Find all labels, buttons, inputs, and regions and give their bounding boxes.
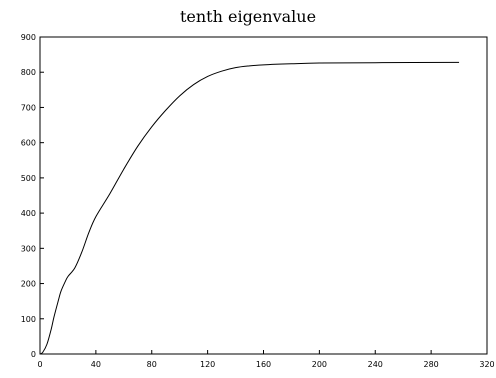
chart-title: tenth eigenvalue bbox=[179, 7, 317, 26]
x-tick-label: 320 bbox=[479, 360, 494, 369]
y-tick-label: 900 bbox=[21, 33, 36, 42]
x-tick-label: 160 bbox=[256, 360, 271, 369]
y-tick-label: 0 bbox=[31, 350, 36, 359]
x-axis: 0 40 80 120 160 200 240 280 320 bbox=[37, 350, 495, 369]
y-tick-label: 300 bbox=[21, 244, 36, 253]
x-tick-label: 80 bbox=[147, 360, 157, 369]
y-tick-label: 400 bbox=[21, 209, 36, 218]
y-axis: 0 100 200 300 400 500 600 700 800 900 bbox=[21, 33, 44, 359]
series-line bbox=[39, 61, 460, 355]
x-tick-label: 40 bbox=[91, 360, 101, 369]
y-tick-label: 600 bbox=[21, 139, 36, 148]
x-tick-label: 120 bbox=[200, 360, 215, 369]
plot-frame bbox=[39, 36, 488, 355]
y-tick-label: 800 bbox=[21, 68, 36, 77]
y-tick-label: 500 bbox=[21, 174, 36, 183]
x-tick-label: 0 bbox=[37, 360, 42, 369]
y-tick-label: 200 bbox=[21, 280, 36, 289]
x-tick-label: 240 bbox=[368, 360, 383, 369]
x-tick-label: 280 bbox=[423, 360, 438, 369]
x-tick-label: 200 bbox=[312, 360, 327, 369]
y-tick-label: 700 bbox=[21, 103, 36, 112]
y-tick-label: 100 bbox=[21, 315, 36, 324]
